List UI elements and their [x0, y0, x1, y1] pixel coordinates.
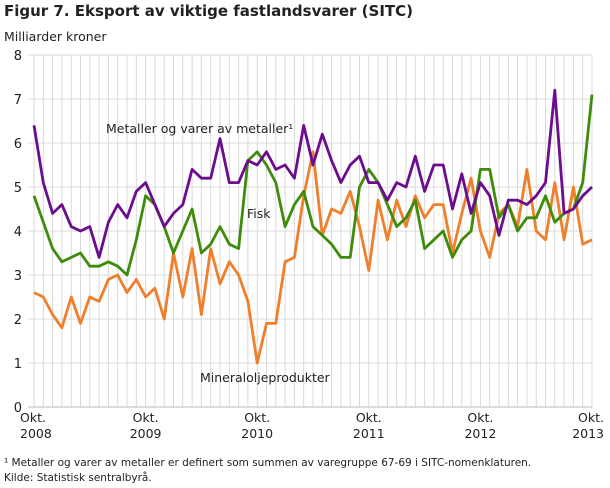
series-label: Metaller og varer av metaller¹: [106, 121, 293, 136]
x-tick-label: 2009: [130, 426, 162, 441]
series-line: [32, 88, 593, 259]
x-tick-label: Okt.: [20, 410, 46, 425]
x-tick-label: 2013: [572, 426, 604, 441]
x-tick-label: 2010: [241, 426, 273, 441]
x-tick-label: Okt.: [356, 410, 382, 425]
y-tick-label: 0: [14, 401, 22, 416]
y-tick-label: 3: [14, 269, 22, 284]
chart-title: Figur 7. Eksport av viktige fastlandsvar…: [4, 2, 414, 20]
series-line: [32, 94, 594, 277]
x-tick-label: 2008: [20, 426, 52, 441]
x-tick-label: Okt.: [244, 410, 270, 425]
x-tick-label: 2012: [464, 426, 496, 441]
series-label: Fisk: [247, 206, 271, 221]
x-tick-label: 2011: [353, 426, 385, 441]
series-label: Mineraloljeprodukter: [200, 370, 331, 385]
y-tick-label: 5: [14, 181, 22, 196]
x-tick-label: Okt.: [133, 410, 159, 425]
x-tick-label: Okt.: [578, 410, 604, 425]
source: Kilde: Statistisk sentralbyrå.: [4, 472, 152, 484]
y-tick-label: 1: [14, 357, 22, 372]
y-tick-label: 4: [14, 225, 22, 240]
y-tick-label: 6: [14, 137, 22, 152]
y-tick-label: 2: [14, 313, 22, 328]
y-tick-label: 8: [14, 49, 22, 64]
footnote: ¹ Metaller og varer av metaller er defin…: [4, 457, 532, 469]
y-axis-label: Milliarder kroner: [4, 29, 107, 44]
x-tick-label: Okt.: [467, 410, 493, 425]
y-tick-label: 7: [14, 93, 22, 108]
